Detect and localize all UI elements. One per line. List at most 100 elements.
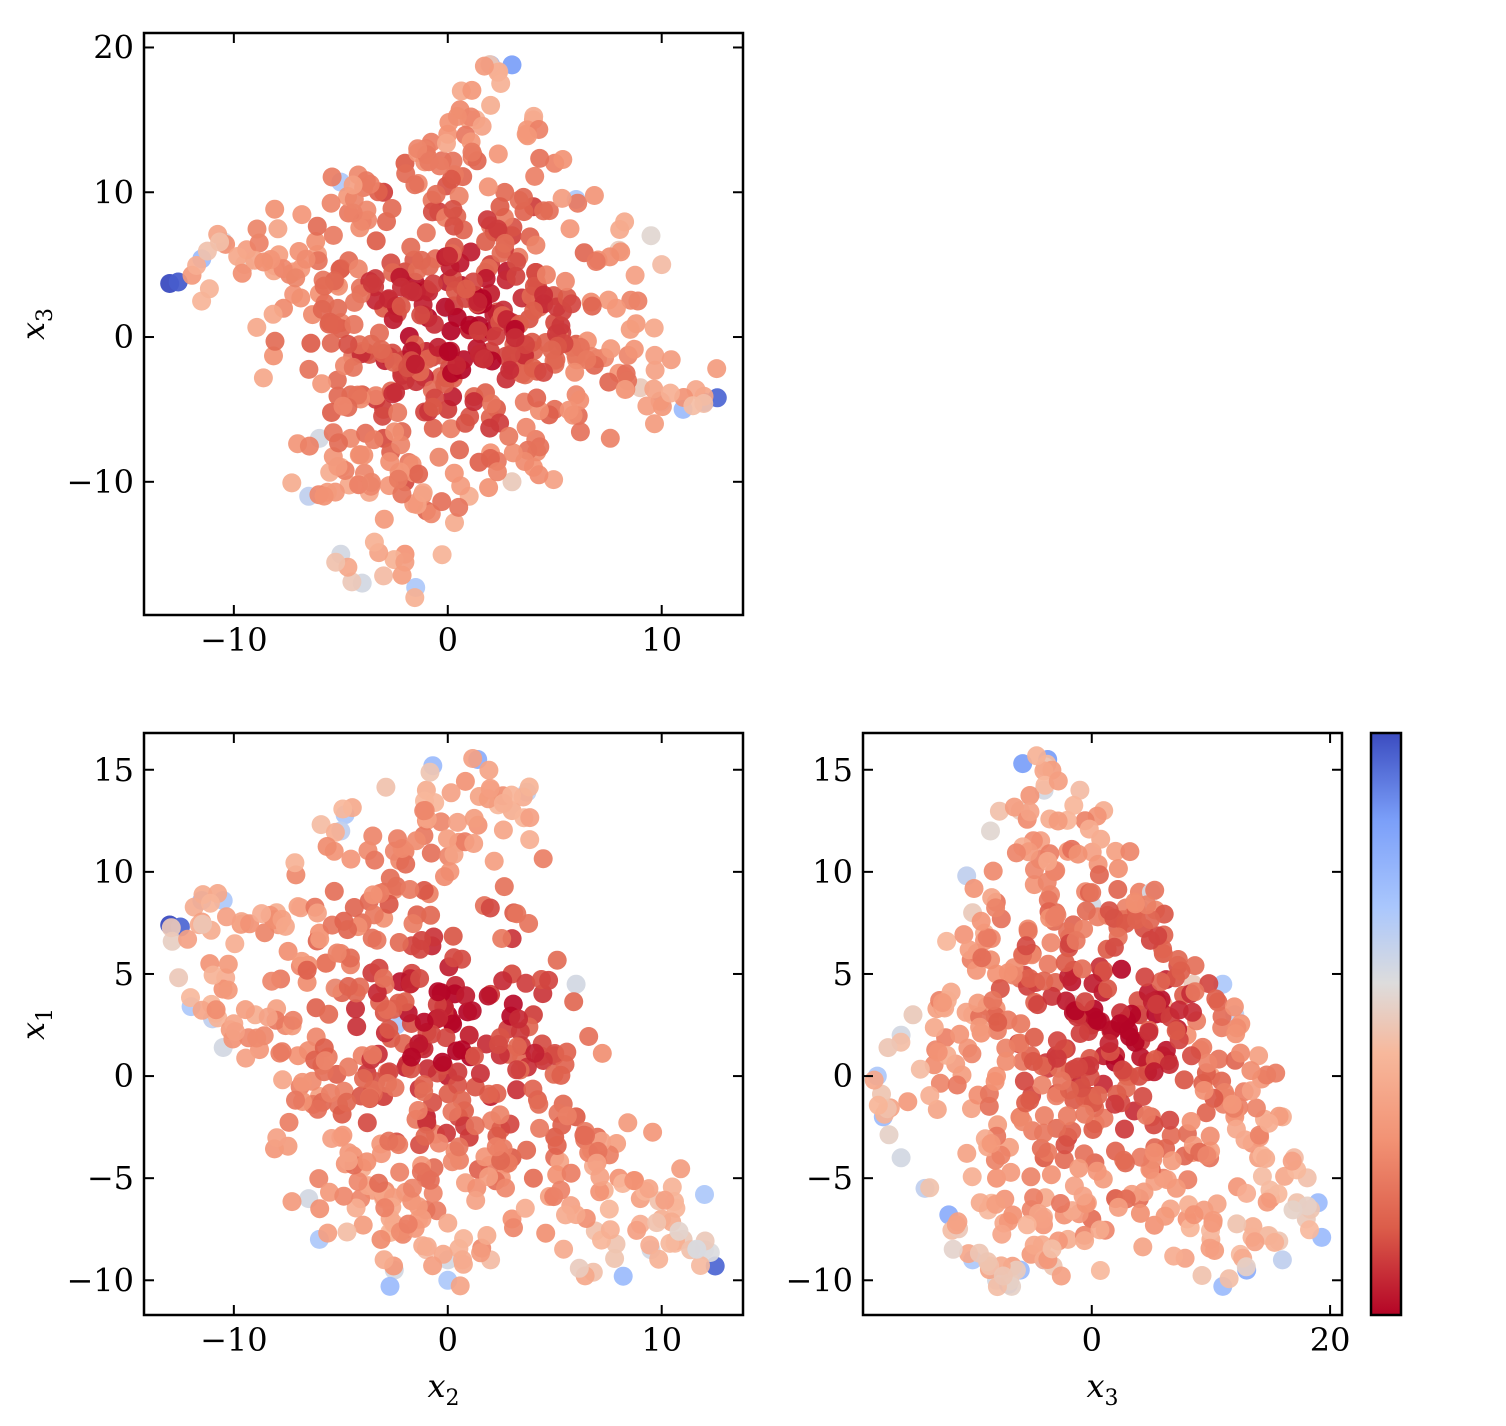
scatter-point: [1226, 1024, 1246, 1044]
scatter-point: [526, 235, 546, 255]
scatter-point: [492, 929, 512, 948]
scatter-point: [1052, 1071, 1072, 1091]
scatter-point: [1129, 1066, 1149, 1086]
scatter-point: [1166, 1178, 1186, 1198]
scatter-point: [249, 233, 269, 253]
scatter-point: [579, 1027, 599, 1046]
scatter-point: [459, 1025, 479, 1045]
scatter-point: [338, 977, 358, 996]
scatter-points: [160, 55, 727, 608]
scatter-point: [333, 799, 353, 819]
scatter-point: [1064, 795, 1084, 815]
scatter-point: [346, 999, 365, 1019]
scatter-point: [1115, 1119, 1134, 1139]
scatter-point: [420, 762, 440, 782]
scatter-point: [494, 877, 514, 897]
scatter-point: [466, 1191, 486, 1210]
scatter-point: [396, 854, 416, 874]
scatter-point: [474, 56, 494, 76]
scatter-point: [600, 428, 620, 448]
scatter-point: [1140, 930, 1160, 950]
scatter-point: [472, 116, 492, 136]
scatter-point: [1282, 1151, 1302, 1171]
scatter-point: [660, 383, 680, 403]
y-tick-label: −10: [66, 1261, 134, 1299]
scatter-point: [1151, 972, 1171, 992]
scatter-point: [1087, 1161, 1107, 1181]
scatter-point: [507, 1060, 527, 1080]
scatter-point: [296, 249, 316, 269]
scatter-point: [527, 388, 547, 408]
scatter-point: [557, 1042, 577, 1062]
scatter-point: [514, 187, 533, 207]
scatter-point: [1001, 1162, 1021, 1182]
scatter-point: [1196, 1103, 1216, 1123]
x-tick-label: 0: [1082, 1321, 1102, 1359]
scatter-point: [1013, 754, 1033, 774]
scatter-point: [1192, 1266, 1212, 1285]
scatter-point: [499, 426, 519, 446]
scatter-point: [592, 1043, 612, 1063]
scatter-point: [286, 268, 306, 288]
scatter-point: [1241, 1081, 1261, 1101]
scatter-point: [1041, 1165, 1061, 1185]
scatter-point: [314, 486, 334, 506]
scatter-point: [560, 219, 580, 239]
scatter-point: [423, 274, 443, 294]
scatter-point: [500, 360, 520, 380]
scatter-point: [388, 829, 407, 849]
scatter-point: [328, 298, 348, 318]
scatter-point: [322, 167, 342, 187]
y-tick-label: 0: [114, 318, 134, 356]
scatter-point: [669, 1221, 689, 1241]
scatter-point: [375, 1198, 395, 1218]
scatter-point: [1079, 819, 1099, 839]
scatter-point: [639, 1179, 659, 1199]
scatter-point: [599, 372, 619, 392]
scatter-point: [468, 292, 488, 312]
scatter-point: [400, 880, 420, 899]
scatter-point: [181, 988, 200, 1008]
scatter-point: [408, 139, 428, 159]
scatter-point: [325, 822, 345, 842]
scatter-point: [920, 1178, 940, 1198]
scatter-point: [423, 397, 443, 417]
y-tick-label: 5: [833, 955, 853, 993]
scatter-point: [968, 993, 988, 1013]
scatter-point: [1054, 1150, 1074, 1170]
scatter-point: [493, 820, 513, 840]
scatter-point: [441, 419, 461, 439]
scatter-point: [599, 1199, 619, 1219]
scatter-point: [1136, 1105, 1156, 1125]
scatter-point: [556, 1205, 575, 1225]
scatter-point: [487, 1084, 507, 1103]
scatter-point: [480, 418, 500, 438]
scatter-point: [1083, 1120, 1103, 1139]
scatter-point: [566, 974, 586, 994]
scatter-point: [324, 881, 344, 901]
y-tick-label: 0: [833, 1057, 853, 1095]
scatter-point: [247, 317, 267, 337]
scatter-point: [1104, 937, 1124, 957]
scatter-point: [366, 386, 386, 406]
scatter-point: [307, 903, 327, 923]
scatter-point: [479, 760, 499, 780]
x-tick-label: −10: [200, 1321, 268, 1359]
scatter-point: [402, 1047, 421, 1067]
scatter-point: [491, 74, 511, 93]
scatter-point: [321, 193, 341, 213]
scatter-point: [868, 1095, 888, 1115]
scatter-point: [649, 1249, 669, 1269]
scatter-point: [192, 1000, 212, 1020]
scatter-point: [345, 292, 364, 312]
scatter-point: [382, 199, 402, 218]
scatter-point: [254, 252, 274, 272]
scatter-point: [501, 344, 521, 364]
scatter-point: [1006, 843, 1026, 863]
scatter-point: [443, 926, 463, 946]
scatter-point: [450, 1276, 470, 1296]
scatter-point: [199, 279, 219, 299]
scatter-point: [1055, 953, 1075, 973]
scatter-point: [1033, 1209, 1053, 1229]
scatter-point: [480, 898, 500, 918]
